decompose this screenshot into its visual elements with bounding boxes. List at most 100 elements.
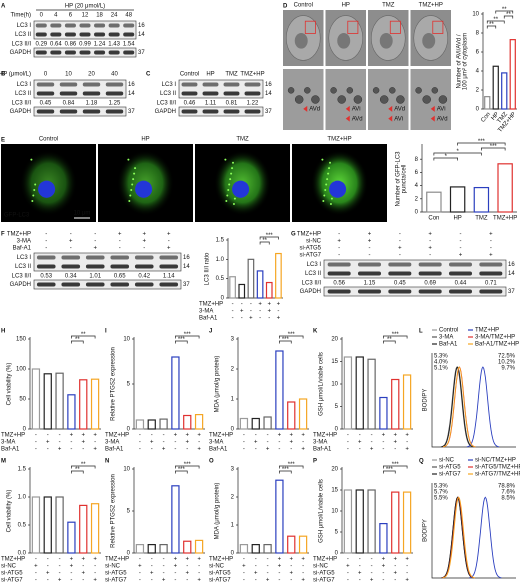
vesicle [304,87,311,94]
gfp-puncta [230,172,233,175]
bar [55,372,64,430]
condition-name: TMZ+HP [105,433,129,439]
bar [183,540,192,554]
panel-letter: Q [419,459,424,465]
ratio-name: LC3 II/I [12,42,32,48]
panel-letter: I [105,329,107,335]
condition-sign: + [393,557,397,563]
condition-sign: - [250,302,252,308]
x-tick-label: HP [453,216,461,222]
band [64,32,76,37]
blot-box [33,252,182,272]
image-title: TMZ [382,3,395,9]
x-tick-label: Con [480,111,492,123]
condition-sign: + [346,564,350,570]
panel-letter: H [1,329,5,335]
y-tick-label: 5 [335,404,339,410]
significance-label: *** [184,332,192,338]
lane-label: 48 [125,13,132,19]
condition-sign: + [58,578,62,584]
inset-label: AVd [309,106,320,112]
significance-bracket [486,20,505,24]
condition-sign: - [359,557,361,563]
band [108,23,120,28]
inset-label: AVd [437,116,448,122]
percent-label: 7.6% [501,490,515,496]
condition-sign: + [337,239,341,245]
band [94,23,106,28]
lane-label: 40 [111,72,118,78]
gfp-puncta [128,199,131,202]
condition-sign: + [81,433,85,439]
panel-letter: M [1,459,6,465]
condition-sign: - [399,239,401,245]
condition-sign: - [139,447,141,453]
bar [67,521,76,554]
bar [67,394,76,430]
band [82,91,101,96]
significance-label: *** [288,332,296,338]
vesicle [415,87,422,94]
condition-sign: + [197,557,201,563]
condition-sign: - [394,447,396,453]
condition-sign: - [163,564,165,570]
condition-name: si-ATG7 [299,253,321,259]
x-tick-label: TMZ [475,216,488,222]
y-tick-label: 100 [16,367,27,373]
condition-sign: - [168,239,170,245]
significance-label: *** [386,467,394,473]
band [61,264,81,269]
bar [135,419,145,430]
y-tick-label: 6 [415,170,419,176]
condition-sign: - [47,578,49,584]
significance-bracket [433,157,458,161]
bar [343,356,353,430]
band [181,109,198,114]
ratio-value: 0.56 [333,281,345,287]
condition-name: 3-MA [209,440,223,446]
y-tick-label: 5 [127,509,131,515]
gfp-puncta [325,183,328,186]
arrow [430,105,435,112]
condition-sign: - [359,447,361,453]
condition-sign: + [278,557,282,563]
gfp-puncta [330,197,333,200]
significance-bracket [175,465,200,469]
bar [492,65,499,110]
y-axis-label: BODIPY [423,519,429,542]
condition-sign: + [185,440,189,446]
significance-label: ** [75,337,80,343]
condition-sign: - [174,440,176,446]
condition-sign: - [59,433,61,439]
condition-name: si-ATG5 [1,571,23,577]
condition-sign: + [489,232,493,238]
condition-sign: - [347,571,349,577]
ratio-value: 1.18 [86,101,98,107]
condition-sign: + [267,302,271,308]
mw-marker: 37 [265,109,272,115]
y-tick-label: 2 [415,196,419,202]
band [108,32,120,37]
lane-label: HP [206,72,214,78]
condition-sign: + [93,447,97,453]
condition-sign: + [138,564,142,570]
significance-bracket [175,340,188,344]
condition-sign: - [45,239,47,245]
band [82,109,101,114]
lane-title: Time(h) [11,13,31,19]
condition-sign: - [232,302,234,308]
condition-sign: - [371,564,373,570]
condition-sign: - [186,578,188,584]
condition-sign: + [382,557,386,563]
band-name: LC3 II [15,91,31,97]
significance-bracket [175,470,188,474]
lane-label: 24 [111,13,118,19]
gfp-puncta [327,172,330,175]
x-tick-label: HP [491,111,501,121]
band-name: GAPDH [10,109,31,115]
condition-sign: + [197,433,201,439]
significance-label: *** [288,462,296,468]
bar [509,39,516,110]
condition-sign: - [151,578,153,584]
band [79,23,91,28]
